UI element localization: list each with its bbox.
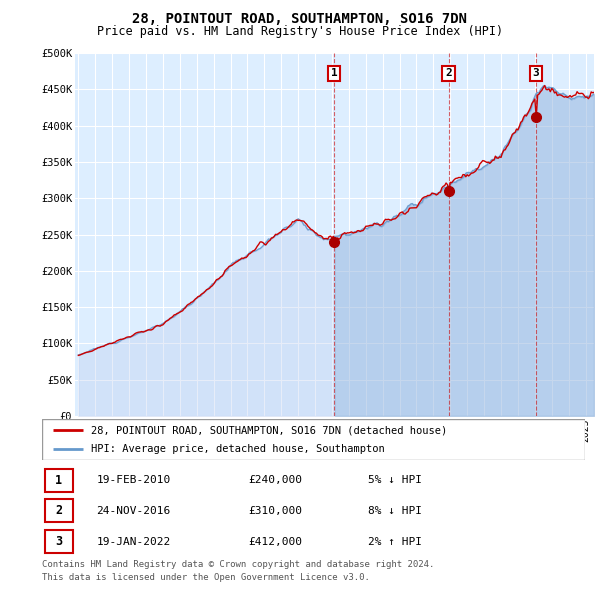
Bar [45,468,73,492]
Text: 5% ↓ HPI: 5% ↓ HPI [368,476,422,485]
Text: 24-NOV-2016: 24-NOV-2016 [97,506,170,516]
Bar [45,530,73,553]
Text: 28, POINTOUT ROAD, SOUTHAMPTON, SO16 7DN: 28, POINTOUT ROAD, SOUTHAMPTON, SO16 7DN [133,12,467,26]
Text: £412,000: £412,000 [248,537,302,546]
Text: £240,000: £240,000 [248,476,302,485]
Bar [45,499,73,523]
Text: 28, POINTOUT ROAD, SOUTHAMPTON, SO16 7DN (detached house): 28, POINTOUT ROAD, SOUTHAMPTON, SO16 7DN… [91,425,447,435]
Text: 3: 3 [55,535,62,548]
Text: 2: 2 [55,504,62,517]
Text: 8% ↓ HPI: 8% ↓ HPI [368,506,422,516]
Text: 3: 3 [532,68,539,78]
Text: HPI: Average price, detached house, Southampton: HPI: Average price, detached house, Sout… [91,444,385,454]
Text: 2: 2 [445,68,452,78]
Text: 19-JAN-2022: 19-JAN-2022 [97,537,170,546]
Text: £310,000: £310,000 [248,506,302,516]
Text: 1: 1 [331,68,338,78]
Text: 19-FEB-2010: 19-FEB-2010 [97,476,170,485]
Text: Contains HM Land Registry data © Crown copyright and database right 2024.: Contains HM Land Registry data © Crown c… [42,560,434,569]
Text: Price paid vs. HM Land Registry's House Price Index (HPI): Price paid vs. HM Land Registry's House … [97,25,503,38]
Text: 1: 1 [55,474,62,487]
Text: 2% ↑ HPI: 2% ↑ HPI [368,537,422,546]
Text: This data is licensed under the Open Government Licence v3.0.: This data is licensed under the Open Gov… [42,573,370,582]
